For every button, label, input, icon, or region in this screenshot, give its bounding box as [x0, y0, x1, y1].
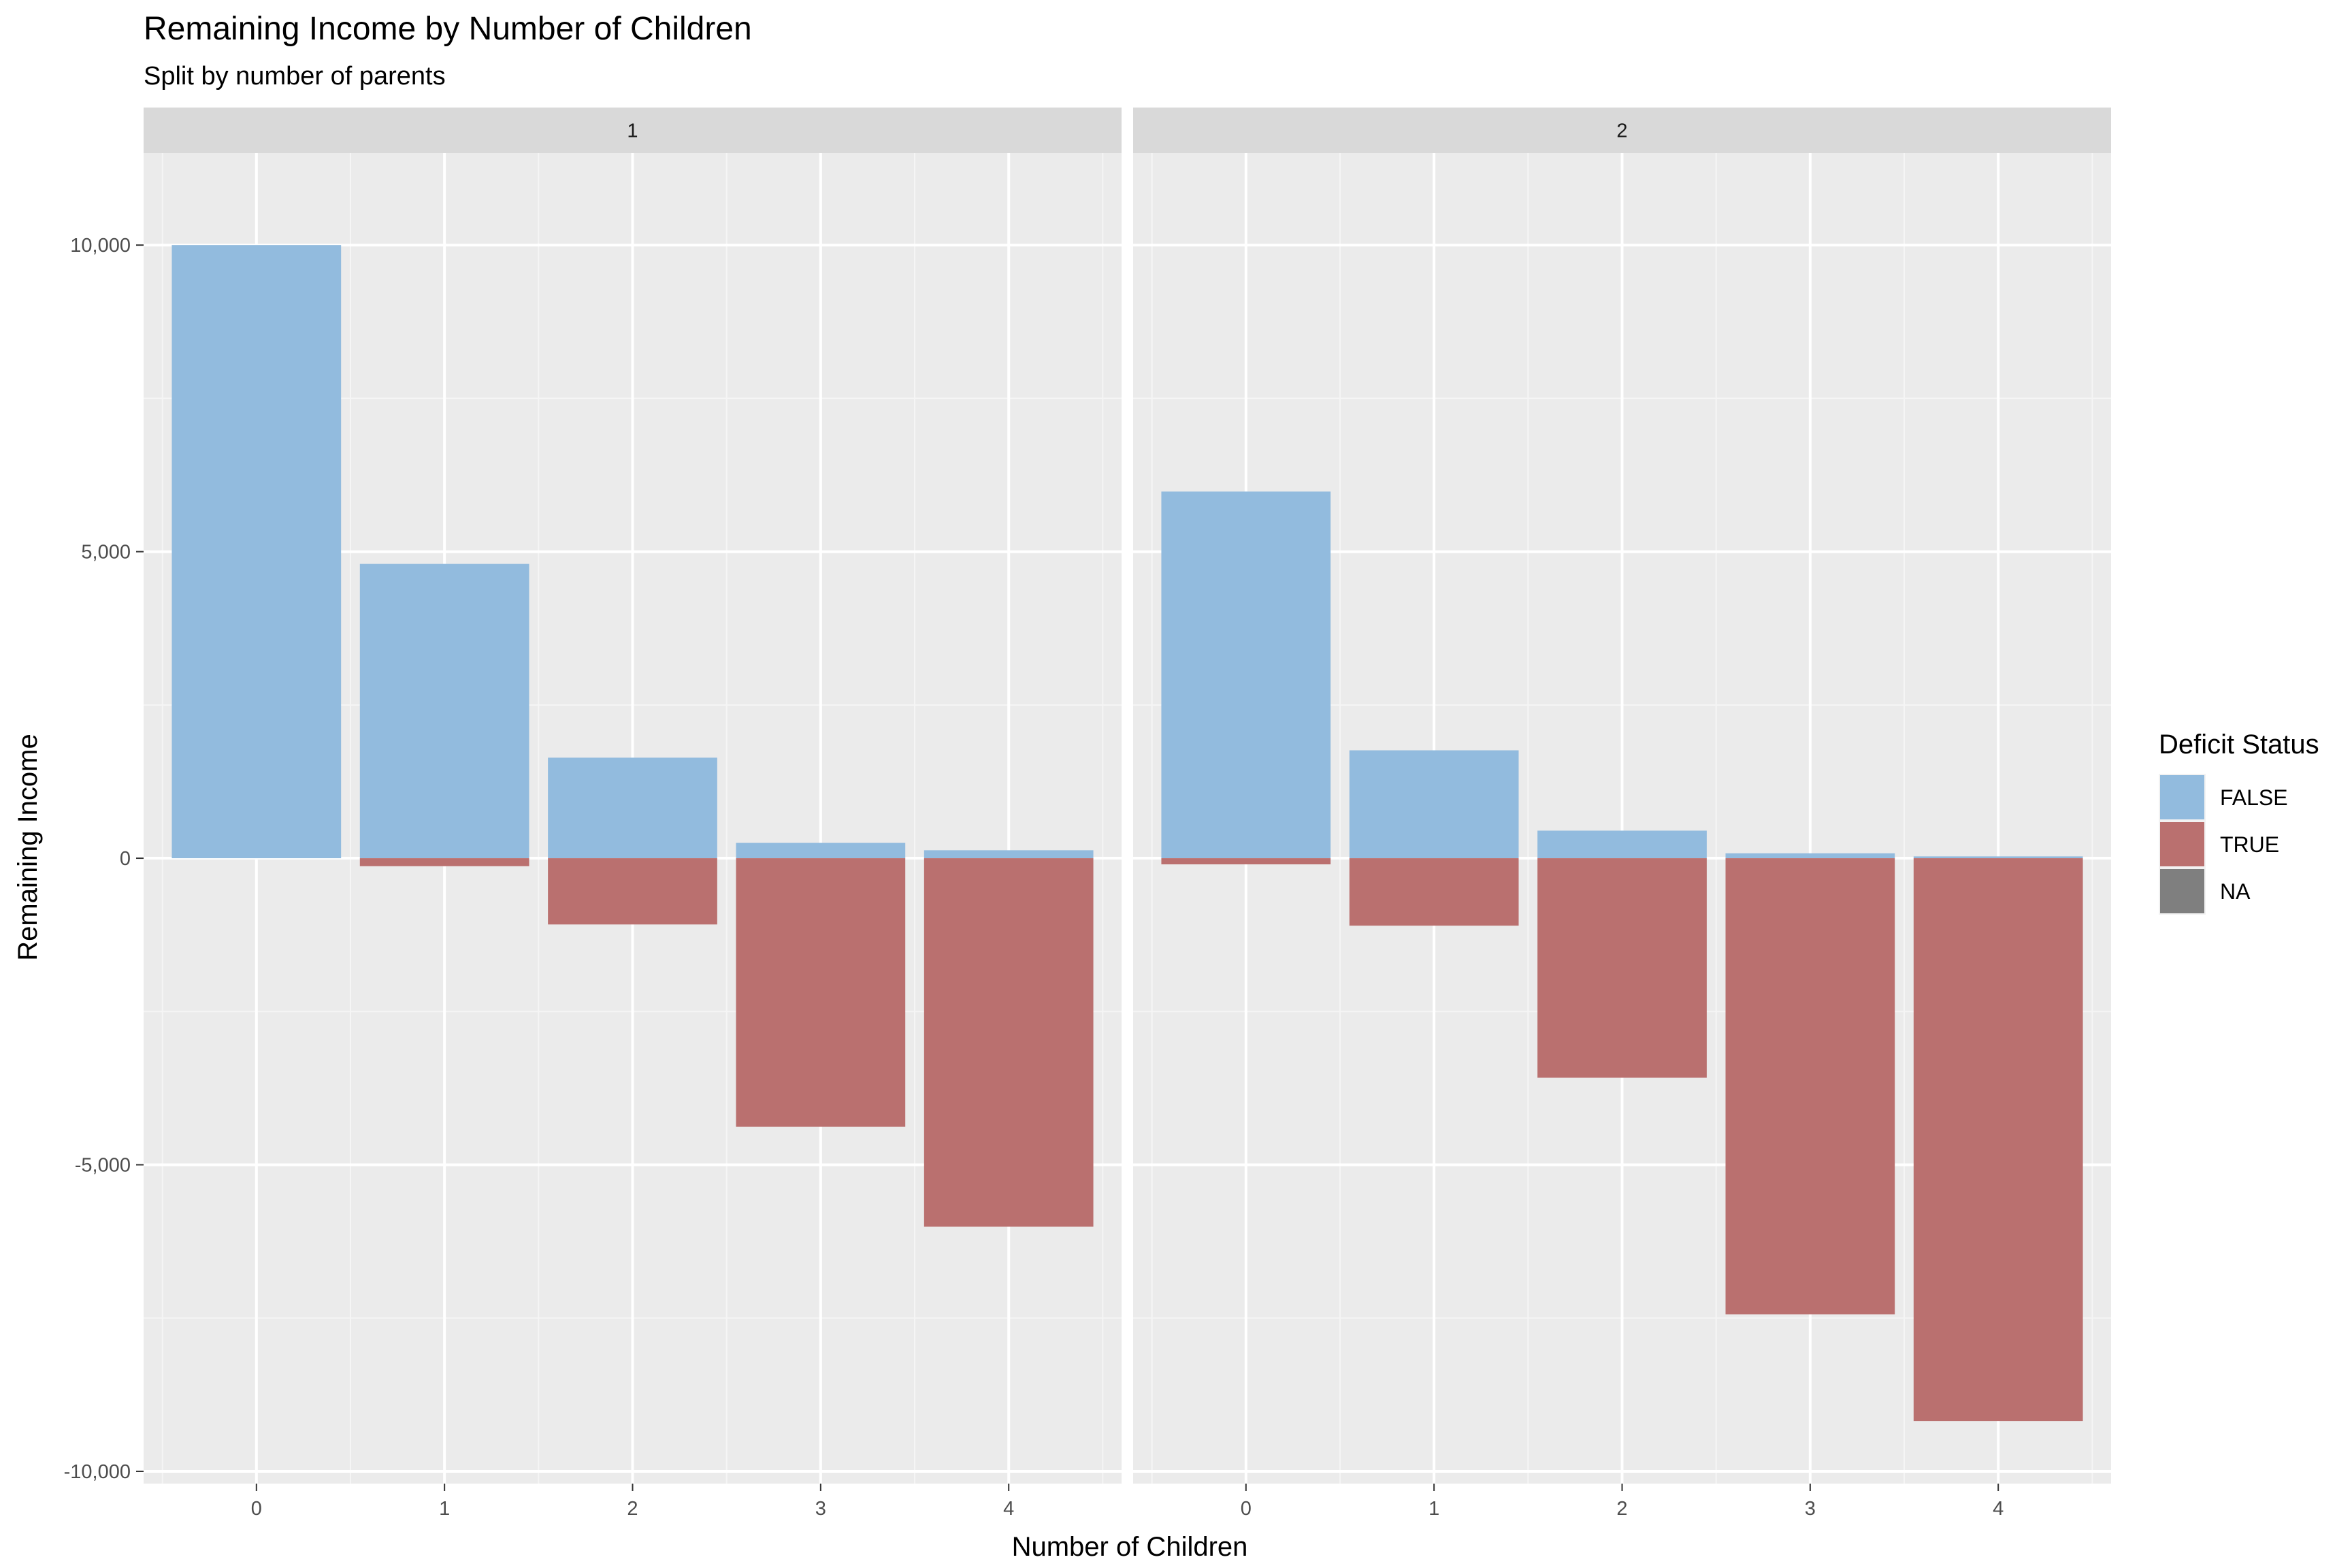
x-tick-label: 0	[1241, 1498, 1252, 1520]
x-tick-label: 3	[815, 1498, 826, 1520]
facet-panel-1: 1 0 1 2 3 4	[144, 108, 1122, 1520]
chart-subtitle: Split by number of parents	[144, 62, 446, 91]
legend: Deficit Status FALSE TRUE NA	[2159, 730, 2319, 915]
bar-true-3	[1725, 858, 1895, 1315]
facet-strip-label: 2	[1616, 120, 1627, 142]
bar-true-0	[1161, 858, 1331, 865]
bar-true-1	[359, 858, 529, 866]
x-tick-label: 1	[439, 1498, 450, 1520]
facet-strip	[144, 108, 1122, 153]
y-tick-label: 5,000	[81, 542, 131, 564]
bar-false-3	[1725, 853, 1895, 859]
facet-panels: 1 0 1 2 3 4 2 0 1 2 3 4	[144, 108, 2111, 1520]
bar-false-4	[1913, 856, 2083, 859]
legend-label-false: FALSE	[2220, 785, 2288, 810]
y-tick-label: 0	[120, 848, 131, 870]
bar-true-2	[1537, 858, 1707, 1078]
x-tick-label: 2	[627, 1498, 638, 1520]
bar-false-4	[924, 850, 1094, 859]
facet-panel-2: 2 0 1 2 3 4	[1133, 108, 2111, 1520]
legend-title: Deficit Status	[2159, 730, 2319, 760]
bar-true-1	[1349, 858, 1519, 926]
facet-strip	[1133, 108, 2111, 153]
y-tick-label: 10,000	[70, 235, 131, 257]
legend-key-false	[2160, 775, 2204, 819]
bar-true-2	[548, 858, 717, 925]
bar-false-1	[359, 564, 529, 859]
legend-label-na: NA	[2220, 879, 2251, 904]
legend-key-na	[2160, 869, 2204, 913]
bar-true-4	[1913, 858, 2083, 1422]
y-axis-title: Remaining Income	[13, 734, 43, 961]
y-tick-label: -10,000	[64, 1461, 131, 1483]
x-tick-label: 2	[1616, 1498, 1627, 1520]
x-tick-label: 0	[251, 1498, 262, 1520]
y-tick-label: -5,000	[75, 1155, 131, 1177]
bar-true-3	[736, 858, 906, 1127]
bar-false-0	[1161, 491, 1331, 859]
bar-false-2	[1537, 830, 1707, 859]
y-axis: 10,000 5,000 0 -5,000 -10,000	[64, 235, 144, 1483]
x-tick-label: 4	[1993, 1498, 2004, 1520]
x-tick-label: 4	[1003, 1498, 1014, 1520]
x-tick-label: 1	[1428, 1498, 1439, 1520]
x-tick-label: 3	[1805, 1498, 1816, 1520]
facet-strip-label: 1	[627, 120, 638, 142]
x-axis-title: Number of Children	[1012, 1532, 1248, 1562]
bar-false-2	[548, 757, 717, 859]
bar-true-4	[924, 858, 1094, 1227]
legend-key-true	[2160, 822, 2204, 866]
bar-false-1	[1349, 750, 1519, 859]
bar-false-3	[736, 843, 906, 859]
legend-label-true: TRUE	[2220, 832, 2279, 857]
chart-title: Remaining Income by Number of Children	[144, 11, 752, 47]
bar-false-0	[172, 245, 342, 859]
